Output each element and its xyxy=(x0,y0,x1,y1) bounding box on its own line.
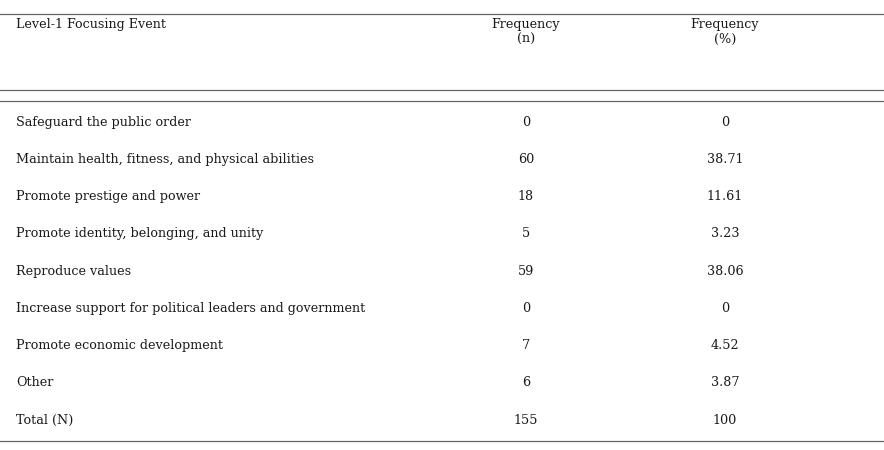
Text: Promote economic development: Promote economic development xyxy=(16,339,223,352)
Text: Promote prestige and power: Promote prestige and power xyxy=(16,190,200,203)
Text: 7: 7 xyxy=(522,339,530,352)
Text: 4.52: 4.52 xyxy=(711,339,739,352)
Text: 11.61: 11.61 xyxy=(706,190,743,203)
Text: 60: 60 xyxy=(518,153,534,166)
Text: 38.06: 38.06 xyxy=(706,265,743,278)
Text: 3.23: 3.23 xyxy=(711,227,739,240)
Text: 18: 18 xyxy=(518,190,534,203)
Text: 5: 5 xyxy=(522,227,530,240)
Text: Increase support for political leaders and government: Increase support for political leaders a… xyxy=(16,302,365,315)
Text: 0: 0 xyxy=(522,116,530,129)
Text: 3.87: 3.87 xyxy=(711,376,739,389)
Text: 6: 6 xyxy=(522,376,530,389)
Text: 0: 0 xyxy=(720,302,729,315)
Text: 0: 0 xyxy=(720,116,729,129)
Text: Promote identity, belonging, and unity: Promote identity, belonging, and unity xyxy=(16,227,263,240)
Text: Maintain health, fitness, and physical abilities: Maintain health, fitness, and physical a… xyxy=(16,153,314,166)
Text: Frequency
(n): Frequency (n) xyxy=(492,18,560,46)
Text: 100: 100 xyxy=(713,414,737,427)
Text: Total (N): Total (N) xyxy=(16,414,73,427)
Text: 155: 155 xyxy=(514,414,538,427)
Text: 38.71: 38.71 xyxy=(706,153,743,166)
Text: 59: 59 xyxy=(518,265,534,278)
Text: Safeguard the public order: Safeguard the public order xyxy=(16,116,191,129)
Text: Frequency
(%): Frequency (%) xyxy=(690,18,759,46)
Text: 0: 0 xyxy=(522,302,530,315)
Text: Level-1 Focusing Event: Level-1 Focusing Event xyxy=(16,18,166,31)
Text: Reproduce values: Reproduce values xyxy=(16,265,131,278)
Text: Other: Other xyxy=(16,376,53,389)
